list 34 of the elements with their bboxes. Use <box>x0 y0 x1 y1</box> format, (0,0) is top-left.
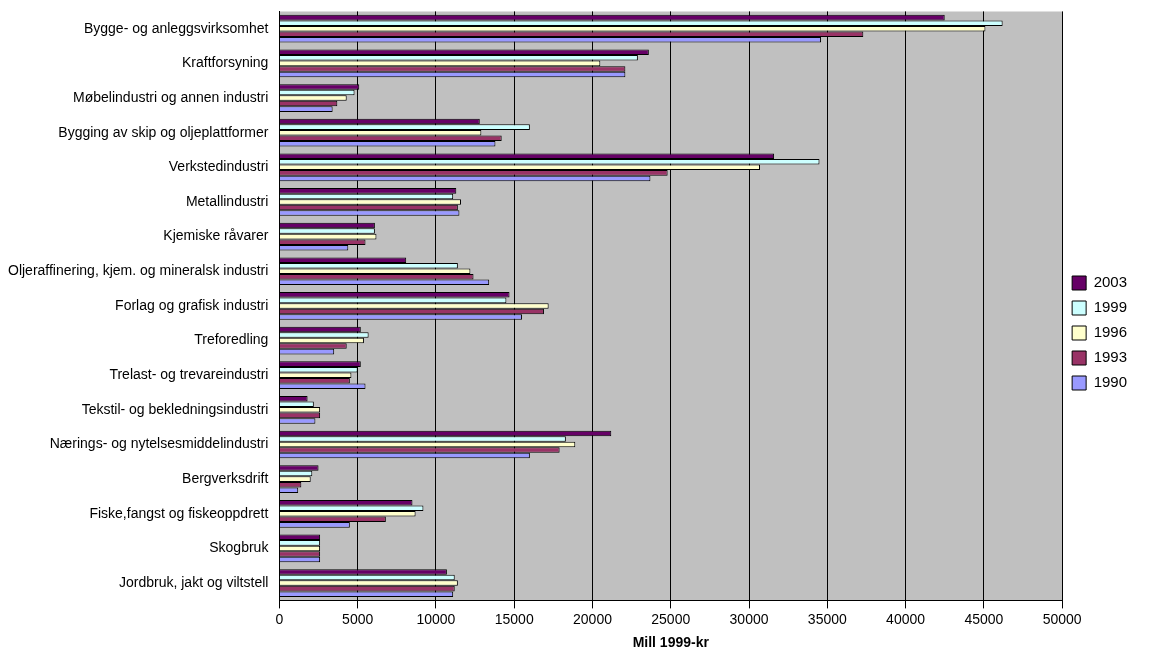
legend-label: 1999 <box>1093 298 1128 316</box>
y-tick-label: Kraftforsyning <box>182 54 269 71</box>
y-tick-label: Verkstedindustri <box>168 158 269 175</box>
y-tick-label: Fiske,fangst og fiskeoppdrett <box>89 504 269 521</box>
y-tick-label: Tekstil- og bekledningsindustri <box>81 400 269 417</box>
y-tick-label: Trelast- og trevareindustri <box>109 366 269 383</box>
legend-label: 2003 <box>1093 273 1128 291</box>
x-tick-label: 45000 <box>964 610 1004 627</box>
legend-label: 1993 <box>1093 348 1128 366</box>
y-tick-label: Nærings- og nytelsesmiddelindustri <box>49 435 269 452</box>
y-tick-label: Forlag og grafisk industri <box>115 296 269 313</box>
x-tick-label: 0 <box>275 610 284 627</box>
y-tick-label: Bygging av skip og oljeplattformer <box>58 123 269 140</box>
legend-label: 1990 <box>1093 373 1128 391</box>
x-tick-label: 25000 <box>651 610 691 627</box>
y-tick-label: Treforedling <box>194 331 269 348</box>
x-tick-label: 10000 <box>416 610 456 627</box>
y-tick-label: Bergverksdrift <box>182 469 269 486</box>
x-axis-title: Mill 1999-kr <box>632 634 710 651</box>
x-tick-label: 40000 <box>886 610 926 627</box>
y-tick-label: Oljeraffinering, kjem. og mineralsk industri <box>8 262 269 279</box>
y-tick-label: Jordbruk, jakt og viltstell <box>119 573 269 590</box>
x-tick-label: 35000 <box>807 610 847 627</box>
x-tick-label: 5000 <box>342 610 374 627</box>
y-tick-label: Skogbruk <box>209 539 270 556</box>
y-tick-label: Metallindustri <box>185 192 269 209</box>
x-tick-label: 30000 <box>729 610 769 627</box>
x-tick-label: 50000 <box>1042 610 1082 627</box>
x-tick-label: 20000 <box>573 610 613 627</box>
legend-label: 1996 <box>1093 323 1128 341</box>
y-tick-label: Kjemiske råvarer <box>163 227 269 244</box>
x-tick-label: 15000 <box>494 610 534 627</box>
y-tick-label: Bygge- og anleggsvirksomhet <box>83 19 269 36</box>
y-tick-label: Møbelindustri og annen industri <box>73 88 269 105</box>
